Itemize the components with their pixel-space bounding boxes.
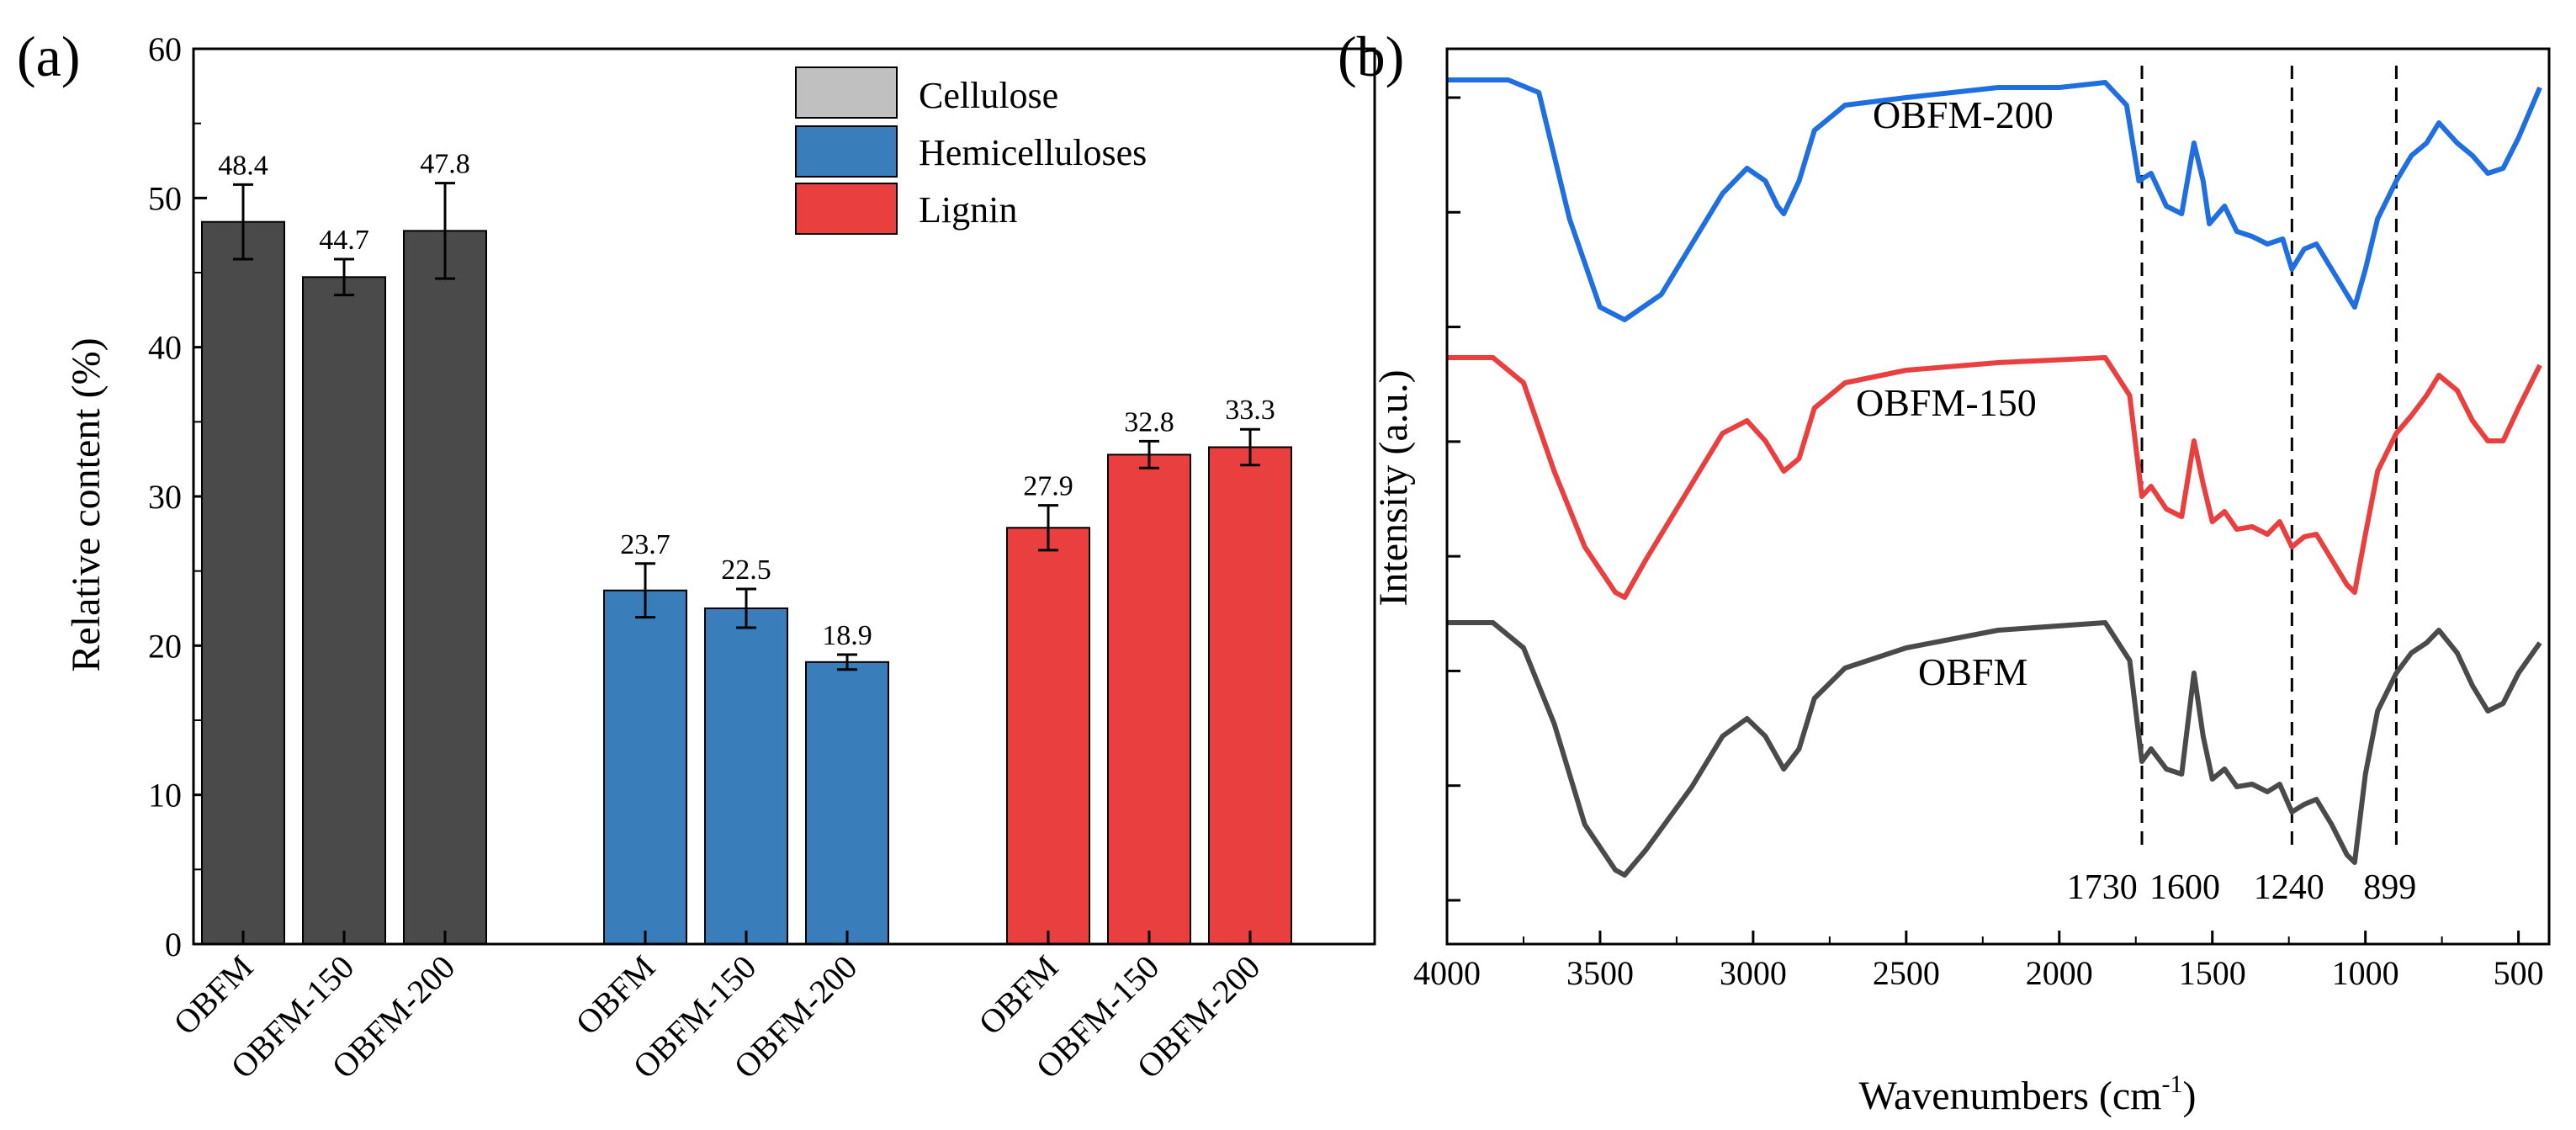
peak-label: 899 xyxy=(2363,868,2416,907)
y-tick-label: 20 xyxy=(148,627,182,665)
panel-b-ylabel: Intensity (a.u.) xyxy=(1371,369,1416,606)
panel-a-label: (a) xyxy=(17,24,80,88)
curve-label-obfm-200: OBFM-200 xyxy=(1873,93,2054,136)
x-tick-label: 2500 xyxy=(1873,954,1940,992)
x-tick-label: OBFM xyxy=(971,948,1065,1042)
data-label: 23.7 xyxy=(620,529,671,560)
data-label: 47.8 xyxy=(420,149,470,180)
legend-label-cellulose: Cellulose xyxy=(919,75,1058,116)
peak-label: 1730 xyxy=(2067,868,2138,907)
bar xyxy=(704,607,788,945)
panel-a-y-ticks: 0 10 20 30 40 50 60 xyxy=(148,30,207,963)
bar xyxy=(403,230,487,945)
y-tick-label: 30 xyxy=(148,478,182,516)
legend-swatch-lignin xyxy=(795,183,898,235)
panel-b-plot-frame xyxy=(1445,47,2551,946)
panel-a-plot-frame xyxy=(192,47,1376,946)
data-label: 18.9 xyxy=(822,620,872,651)
y-tick-label: 10 xyxy=(148,777,182,814)
spectrum-line xyxy=(1447,77,2542,322)
x-tick-label: 3500 xyxy=(1566,954,1634,992)
bar xyxy=(603,589,687,945)
x-tick-label: 500 xyxy=(2494,954,2544,992)
panel-b-peak-labels: 1730 1600 1240 899 xyxy=(2067,868,2417,907)
bar xyxy=(302,276,386,945)
x-tick-label: 3000 xyxy=(1720,954,1787,992)
data-label: 33.3 xyxy=(1225,395,1275,426)
x-tick-label: 2000 xyxy=(2026,954,2093,992)
y-tick-label: 40 xyxy=(148,329,182,367)
legend-label-hemicelluloses: Hemicelluloses xyxy=(919,132,1147,173)
x-tick-label: OBFM xyxy=(568,948,662,1042)
legend-label-lignin: Lignin xyxy=(919,189,1017,231)
peak-label: 1600 xyxy=(2149,868,2220,907)
panel-b-x-ticks: 4000 3500 3000 2500 2000 1500 1000 500 xyxy=(1413,931,2544,992)
legend-swatch-cellulose xyxy=(795,66,898,119)
panel-a-ylabel: Relative content (%) xyxy=(64,337,109,671)
panel-b-curves xyxy=(1447,77,2542,878)
x-tick-label: 4000 xyxy=(1413,954,1481,992)
curve-label-obfm: OBFM xyxy=(1918,650,2027,693)
x-tick-label: 1000 xyxy=(2332,954,2399,992)
y-tick-label: 60 xyxy=(148,30,182,68)
panel-a-bars: 48.4 44.7 47.8 23.7 22.5 18.9 27.9 32.8 33.3 xyxy=(201,149,1292,946)
panel-b-xlabel: Wavenumbers (cm-1) xyxy=(1859,1070,2197,1118)
data-label: 44.7 xyxy=(319,225,369,256)
bar xyxy=(805,660,889,946)
panel-b-label: (b) xyxy=(1338,24,1404,88)
bar xyxy=(1107,454,1191,945)
y-tick-label: 0 xyxy=(165,926,182,963)
panel-b-marker-lines xyxy=(2140,66,2398,846)
data-label: 22.5 xyxy=(721,554,771,586)
data-label: 32.8 xyxy=(1124,406,1174,438)
bar xyxy=(201,220,285,945)
y-tick-label: 50 xyxy=(148,179,182,217)
bar xyxy=(1208,446,1292,945)
peak-label: 1240 xyxy=(2254,868,2324,907)
panel-a-legend: Cellulose Hemicelluloses Lignin xyxy=(795,66,1147,235)
curve-label-obfm-150: OBFM-150 xyxy=(1856,381,2037,424)
data-label: 48.4 xyxy=(218,150,268,181)
data-label: 27.9 xyxy=(1023,471,1073,502)
spectrum-line xyxy=(1447,355,2542,600)
x-tick-label: 1500 xyxy=(2179,954,2246,992)
panel-b-y-ticks xyxy=(1447,96,1460,902)
bar xyxy=(1006,527,1090,945)
legend-swatch-hemicelluloses xyxy=(795,125,898,178)
spectrum-line xyxy=(1447,620,2542,878)
